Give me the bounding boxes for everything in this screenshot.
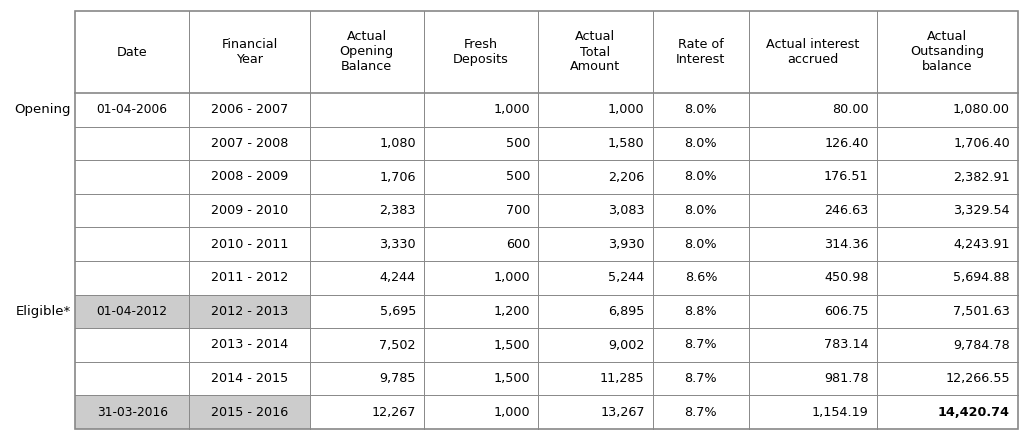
Text: 2014 - 2015: 2014 - 2015	[211, 372, 288, 385]
Text: 8.8%: 8.8%	[685, 305, 717, 318]
Text: 1,080.00: 1,080.00	[953, 103, 1010, 116]
Text: 2,382.91: 2,382.91	[953, 171, 1010, 183]
Text: 5,694.88: 5,694.88	[953, 271, 1010, 284]
Text: 12,267: 12,267	[372, 406, 416, 419]
Text: Actual interest
accrued: Actual interest accrued	[766, 38, 859, 66]
Text: 8.7%: 8.7%	[685, 372, 717, 385]
Text: 8.0%: 8.0%	[685, 204, 717, 217]
Text: Eligible*: Eligible*	[15, 305, 71, 318]
Text: Actual
Opening
Balance: Actual Opening Balance	[340, 30, 394, 74]
Text: 314.36: 314.36	[824, 238, 868, 250]
Text: 2012 - 2013: 2012 - 2013	[211, 305, 288, 318]
Text: 8.0%: 8.0%	[685, 171, 717, 183]
Text: 1,200: 1,200	[494, 305, 530, 318]
Text: 246.63: 246.63	[824, 204, 868, 217]
Text: 8.0%: 8.0%	[685, 103, 717, 116]
Text: 126.40: 126.40	[824, 137, 868, 150]
Bar	[75, 396, 309, 429]
Text: 7,502: 7,502	[380, 339, 416, 351]
Text: 3,930: 3,930	[608, 238, 644, 250]
Text: 13,267: 13,267	[600, 406, 644, 419]
Text: 1,000: 1,000	[494, 406, 530, 419]
Text: 1,500: 1,500	[494, 372, 530, 385]
Text: 12,266.55: 12,266.55	[945, 372, 1010, 385]
Text: Financial
Year: Financial Year	[221, 38, 278, 66]
Text: Date: Date	[117, 45, 147, 59]
Text: 700: 700	[506, 204, 530, 217]
Text: 450.98: 450.98	[824, 271, 868, 284]
Text: 01-04-2006: 01-04-2006	[96, 103, 168, 116]
Text: 8.7%: 8.7%	[685, 339, 717, 351]
Text: 8.7%: 8.7%	[685, 406, 717, 419]
Text: 5,244: 5,244	[608, 271, 644, 284]
Text: 1,000: 1,000	[608, 103, 644, 116]
Text: 500: 500	[506, 137, 530, 150]
Text: 5,695: 5,695	[380, 305, 416, 318]
Text: 1,580: 1,580	[608, 137, 644, 150]
Text: Fresh
Deposits: Fresh Deposits	[454, 38, 509, 66]
Text: 2009 - 2010: 2009 - 2010	[211, 204, 288, 217]
Text: 2015 - 2016: 2015 - 2016	[211, 406, 288, 419]
Text: 11,285: 11,285	[600, 372, 644, 385]
Text: 500: 500	[506, 171, 530, 183]
Text: 9,785: 9,785	[380, 372, 416, 385]
Text: 606.75: 606.75	[824, 305, 868, 318]
Text: 1,000: 1,000	[494, 103, 530, 116]
Text: 1,500: 1,500	[494, 339, 530, 351]
Text: Opening: Opening	[14, 103, 71, 116]
Text: 8.0%: 8.0%	[685, 238, 717, 250]
Text: 1,706.40: 1,706.40	[953, 137, 1010, 150]
Text: 1,706: 1,706	[380, 171, 416, 183]
Text: 1,154.19: 1,154.19	[812, 406, 868, 419]
Text: 2007 - 2008: 2007 - 2008	[211, 137, 288, 150]
Text: 2010 - 2011: 2010 - 2011	[211, 238, 288, 250]
Text: 2008 - 2009: 2008 - 2009	[211, 171, 288, 183]
Text: 7,501.63: 7,501.63	[953, 305, 1010, 318]
Text: 9,002: 9,002	[608, 339, 644, 351]
Text: Actual
Total
Amount: Actual Total Amount	[570, 30, 621, 74]
Text: 8.6%: 8.6%	[685, 271, 717, 284]
Text: 1,080: 1,080	[379, 137, 416, 150]
Text: Actual
Outsanding
balance: Actual Outsanding balance	[910, 30, 984, 74]
Text: 783.14: 783.14	[824, 339, 868, 351]
Text: 3,083: 3,083	[608, 204, 644, 217]
Text: 01-04-2012: 01-04-2012	[96, 305, 168, 318]
Text: Rate of
Interest: Rate of Interest	[676, 38, 726, 66]
Text: 4,243.91: 4,243.91	[953, 238, 1010, 250]
Text: 2006 - 2007: 2006 - 2007	[211, 103, 288, 116]
Text: 31-03-2016: 31-03-2016	[96, 406, 168, 419]
Bar	[75, 295, 309, 328]
Text: 1,000: 1,000	[494, 271, 530, 284]
Text: 2,383: 2,383	[380, 204, 416, 217]
Text: 4,244: 4,244	[380, 271, 416, 284]
Text: 2011 - 2012: 2011 - 2012	[211, 271, 288, 284]
Text: 600: 600	[506, 238, 530, 250]
Text: 176.51: 176.51	[824, 171, 868, 183]
Text: 3,330: 3,330	[379, 238, 416, 250]
Text: 9,784.78: 9,784.78	[953, 339, 1010, 351]
Text: 8.0%: 8.0%	[685, 137, 717, 150]
Text: 80.00: 80.00	[831, 103, 868, 116]
Text: 3,329.54: 3,329.54	[953, 204, 1010, 217]
Text: 981.78: 981.78	[824, 372, 868, 385]
Text: 2013 - 2014: 2013 - 2014	[211, 339, 288, 351]
Text: 2,206: 2,206	[608, 171, 644, 183]
Text: 14,420.74: 14,420.74	[938, 406, 1010, 419]
Text: 6,895: 6,895	[608, 305, 644, 318]
